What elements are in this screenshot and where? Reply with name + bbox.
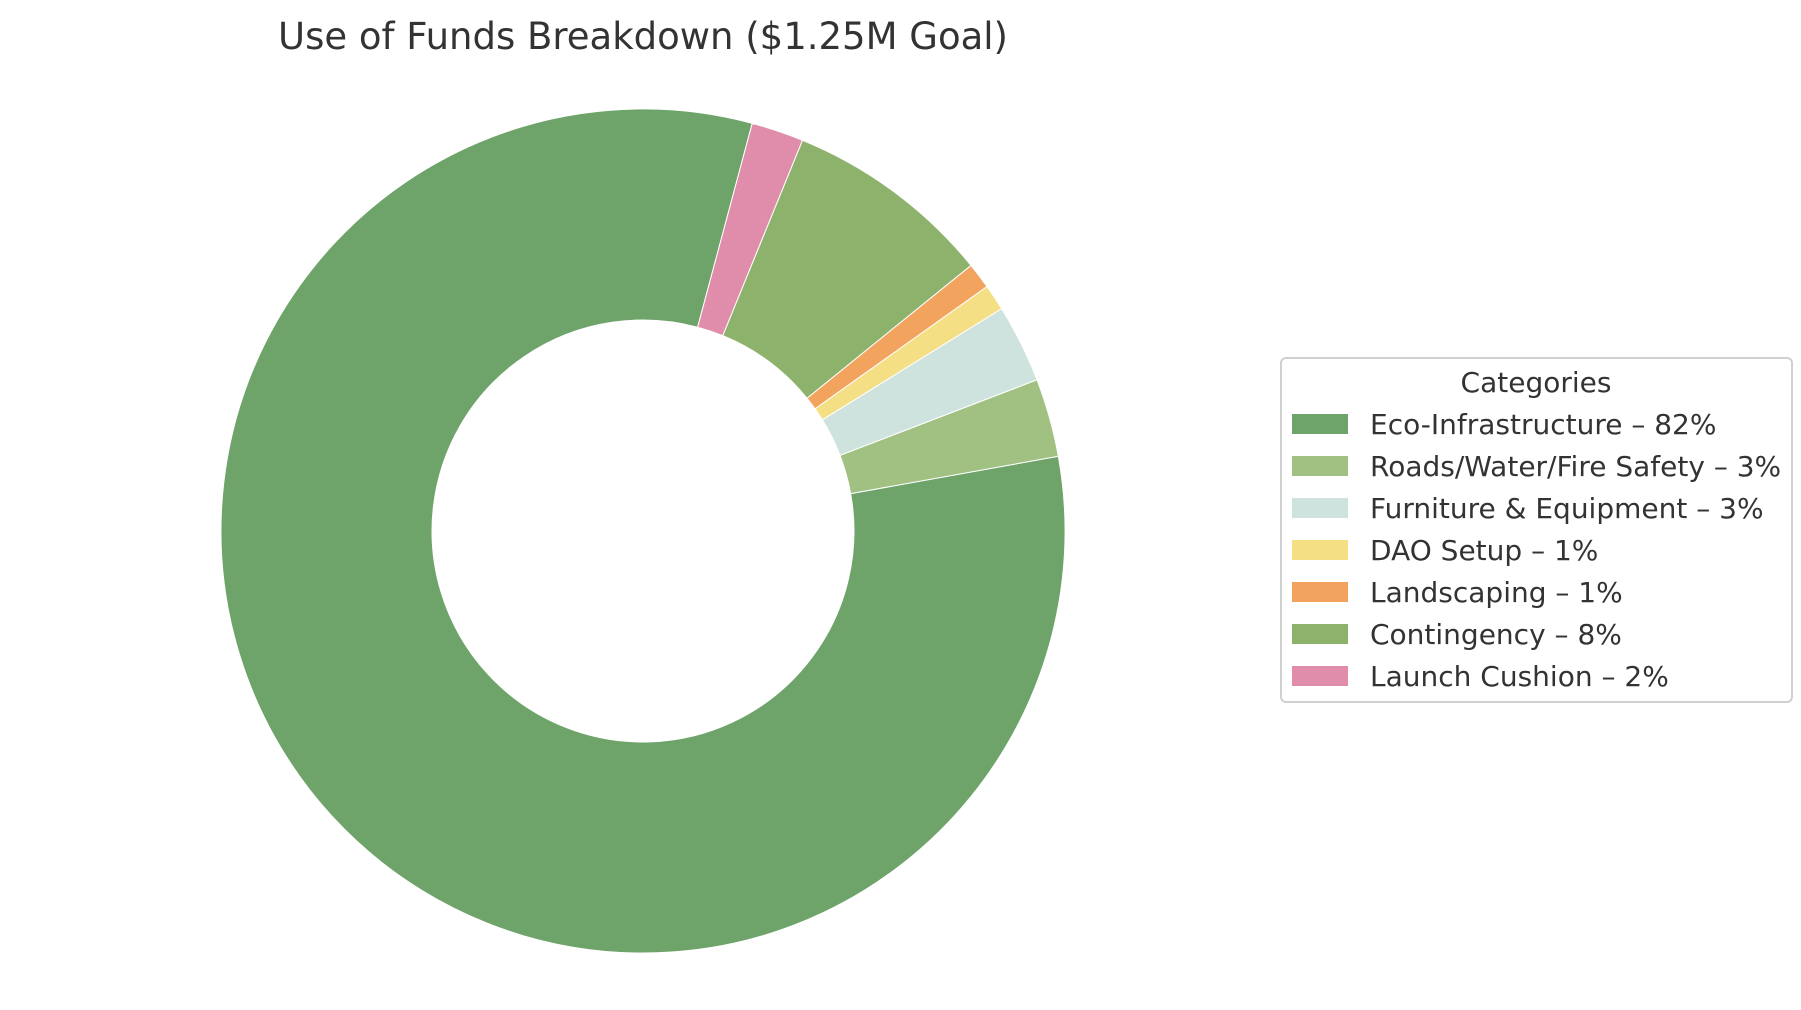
legend: Categories Eco-Infrastructure – 82% Roads… — [1280, 357, 1793, 703]
legend-label: Roads/Water/Fire Safety – 3% — [1370, 450, 1781, 483]
legend-label: Contingency – 8% — [1370, 618, 1622, 651]
legend-swatch — [1292, 456, 1348, 476]
donut-slices — [220, 108, 1066, 954]
legend-label: Eco-Infrastructure – 82% — [1370, 408, 1716, 441]
donut-slice-1 — [220, 108, 1066, 954]
legend-swatch — [1292, 414, 1348, 434]
legend-label: Landscaping – 1% — [1370, 576, 1623, 609]
legend-swatch — [1292, 582, 1348, 602]
legend-label: Launch Cushion – 2% — [1370, 660, 1669, 693]
legend-title: Categories — [1461, 366, 1612, 399]
legend-label: DAO Setup – 1% — [1370, 534, 1598, 567]
donut-slice-7 — [696, 122, 804, 337]
legend-swatch — [1292, 498, 1348, 518]
chart-title: Use of Funds Breakdown ($1.25M Goal) — [278, 15, 1008, 58]
legend-swatch — [1292, 624, 1348, 644]
legend-swatch — [1292, 666, 1348, 686]
legend-swatch — [1292, 540, 1348, 560]
legend-box — [1280, 357, 1793, 703]
legend-items: Eco-Infrastructure – 82% Roads/Water/Fire… — [1292, 408, 1781, 693]
legend-label: Furniture & Equipment – 3% — [1370, 492, 1764, 525]
